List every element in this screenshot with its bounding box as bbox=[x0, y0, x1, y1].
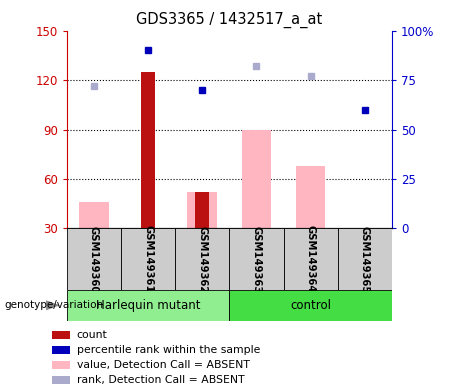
Text: rank, Detection Call = ABSENT: rank, Detection Call = ABSENT bbox=[77, 375, 244, 384]
Bar bbox=[52, 346, 71, 354]
Bar bbox=[337, 228, 392, 290]
Text: percentile rank within the sample: percentile rank within the sample bbox=[77, 345, 260, 355]
Text: count: count bbox=[77, 330, 107, 340]
Text: GSM149362: GSM149362 bbox=[197, 225, 207, 293]
Bar bbox=[195, 192, 209, 228]
Text: GSM149361: GSM149361 bbox=[143, 225, 153, 293]
Bar bbox=[175, 228, 229, 290]
Bar bbox=[229, 290, 392, 321]
Bar bbox=[121, 228, 175, 290]
Bar bbox=[79, 202, 109, 228]
Bar bbox=[229, 228, 284, 290]
Text: control: control bbox=[290, 299, 331, 312]
Bar bbox=[284, 228, 337, 290]
Text: Harlequin mutant: Harlequin mutant bbox=[96, 299, 201, 312]
Text: value, Detection Call = ABSENT: value, Detection Call = ABSENT bbox=[77, 360, 249, 370]
Text: genotype/variation: genotype/variation bbox=[5, 300, 104, 310]
Bar bbox=[52, 376, 71, 384]
Bar bbox=[296, 166, 325, 228]
Bar bbox=[142, 72, 155, 228]
Title: GDS3365 / 1432517_a_at: GDS3365 / 1432517_a_at bbox=[136, 12, 323, 28]
Bar bbox=[67, 228, 121, 290]
Bar bbox=[52, 331, 71, 339]
Text: GSM149363: GSM149363 bbox=[251, 225, 261, 293]
Text: GSM149364: GSM149364 bbox=[306, 225, 316, 293]
Text: GSM149365: GSM149365 bbox=[360, 225, 370, 293]
Bar bbox=[67, 290, 229, 321]
Bar bbox=[187, 192, 217, 228]
Bar bbox=[242, 129, 272, 228]
Bar bbox=[52, 361, 71, 369]
Text: GSM149360: GSM149360 bbox=[89, 225, 99, 293]
